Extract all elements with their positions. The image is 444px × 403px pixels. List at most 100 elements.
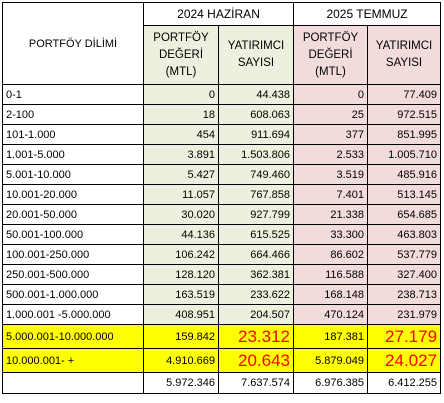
cell: 25	[293, 104, 369, 125]
table-row: 250.001-500.000 128.120 362.381 116.588 327.…	[2, 264, 442, 285]
sub-header: PORTFÖY DEĞERİ (MTL)	[293, 25, 369, 85]
cell: 116.588	[293, 264, 369, 285]
row-label: 250.001-500.000	[2, 264, 144, 285]
row-label: 101-1.000	[2, 124, 144, 145]
cell: 1.005.710	[367, 144, 442, 165]
table-row: 0-1 0 44.438 0 77.409	[2, 84, 442, 105]
cell: 1.503.806	[217, 144, 295, 165]
cell: 0	[293, 84, 369, 105]
table-row: 20.001-50.000 30.020 927.799 21.338 654.685	[2, 204, 442, 225]
table-body: 0-1 0 44.438 0 77.409 2-100 18 608.063 25 972.515…	[2, 84, 442, 394]
cell: 911.694	[217, 124, 295, 145]
sub-header: YATIRIMCI SAYISI	[367, 25, 442, 85]
group-header: 2025 TEMMUZ	[293, 2, 442, 26]
cell: 4.910.669	[143, 348, 219, 373]
cell: 972.515	[367, 104, 442, 125]
table-row: 5.000.001-10.000.000 159.842 23.312 187.381…	[2, 324, 442, 349]
cell: 21.338	[293, 204, 369, 225]
cell: 44.136	[143, 224, 219, 245]
group-header: 2024 HAZİRAN	[142, 2, 295, 26]
cell: 927.799	[217, 204, 295, 225]
sub-header: YATIRIMCI SAYISI	[217, 25, 295, 85]
cell: 238.713	[367, 284, 442, 305]
table-row: 1.001-5.000 3.891 1.503.806 2.533 1.005.710	[2, 144, 442, 165]
cell: 77.409	[367, 84, 442, 105]
cell: 664.466	[217, 244, 295, 265]
row-label: 5.000.001-10.000.000	[2, 324, 144, 349]
cell: 7.401	[293, 184, 369, 205]
portfolio-table: PORTFÖY DİLİMİ 2024 HAZİRAN 2025 TEMMUZ …	[2, 2, 442, 394]
cell: 408.951	[143, 304, 219, 325]
table-row: 2-100 18 608.063 25 972.515	[2, 104, 442, 125]
row-label: 500.001-1.000.000	[2, 284, 144, 305]
total-cell: 6.412.255	[367, 372, 442, 394]
row-label: 1.000.001 -5.000.000	[2, 304, 144, 325]
cell: 33.300	[293, 224, 369, 245]
cell: 233.622	[217, 284, 295, 305]
cell: 163.519	[143, 284, 219, 305]
table-row: 500.001-1.000.000 163.519 233.622 168.148 23…	[2, 284, 442, 305]
cell: 2.533	[293, 144, 369, 165]
cell: 615.525	[217, 224, 295, 245]
cell: 513.145	[367, 184, 442, 205]
header-label: PORTFÖY DİLİMİ	[2, 2, 144, 85]
cell: 30.020	[143, 204, 219, 225]
total-cell: 5.972.346	[143, 372, 219, 394]
empty-cell	[2, 372, 144, 394]
cell: 327.400	[367, 264, 442, 285]
cell: 20.643	[217, 348, 295, 373]
row-label: 50.001-100.000	[2, 224, 144, 245]
cell: 106.242	[143, 244, 219, 265]
cell: 11.057	[143, 184, 219, 205]
cell: 44.438	[217, 84, 295, 105]
table-row: 5.001-10.000 5.427 749.460 3.519 485.916	[2, 164, 442, 185]
sub-header: PORTFÖY DEĞERİ (MTL)	[143, 25, 219, 85]
cell: 3.891	[143, 144, 219, 165]
cell: 749.460	[217, 164, 295, 185]
cell: 204.507	[217, 304, 295, 325]
row-label: 10.000.001- +	[2, 348, 144, 373]
table-row: 101-1.000 454 911.694 377 851.995	[2, 124, 442, 145]
row-label: 2-100	[2, 104, 144, 125]
cell: 86.602	[293, 244, 369, 265]
row-label: 1.001-5.000	[2, 144, 144, 165]
cell: 231.979	[367, 304, 442, 325]
cell: 470.124	[293, 304, 369, 325]
row-label: 0-1	[2, 84, 144, 105]
cell: 608.063	[217, 104, 295, 125]
row-label: 5.001-10.000	[2, 164, 144, 185]
cell: 24.027	[367, 348, 442, 373]
table-row: 1.000.001 -5.000.000 408.951 204.507 470.12…	[2, 304, 442, 325]
cell: 187.381	[293, 324, 369, 349]
cell: 27.179	[367, 324, 442, 349]
table-row: 10.000.001- +4.910.669 20.643 5.879.049 24.…	[2, 348, 442, 373]
totals-row: 5.972.346 7.637.574 6.976.385 6.412.255	[2, 372, 442, 394]
cell: 767.858	[217, 184, 295, 205]
cell: 0	[143, 84, 219, 105]
cell: 23.312	[217, 324, 295, 349]
cell: 159.842	[143, 324, 219, 349]
cell: 168.148	[293, 284, 369, 305]
cell: 654.685	[367, 204, 442, 225]
total-cell: 7.637.574	[217, 372, 295, 394]
cell: 454	[143, 124, 219, 145]
cell: 851.995	[367, 124, 442, 145]
cell: 5.427	[143, 164, 219, 185]
table-row: 100.001-250.000 106.242 664.466 86.602 537.7…	[2, 244, 442, 265]
cell: 5.879.049	[293, 348, 369, 373]
cell: 463.803	[367, 224, 442, 245]
cell: 537.779	[367, 244, 442, 265]
cell: 485.916	[367, 164, 442, 185]
table-row: 10.001-20.000 11.057 767.858 7.401 513.145	[2, 184, 442, 205]
total-cell: 6.976.385	[293, 372, 369, 394]
cell: 3.519	[293, 164, 369, 185]
row-label: 20.001-50.000	[2, 204, 144, 225]
cell: 128.120	[143, 264, 219, 285]
cell: 377	[293, 124, 369, 145]
table-row: 50.001-100.000 44.136 615.525 33.300 463.803	[2, 224, 442, 245]
cell: 362.381	[217, 264, 295, 285]
row-label: 10.001-20.000	[2, 184, 144, 205]
row-label: 100.001-250.000	[2, 244, 144, 265]
cell: 18	[143, 104, 219, 125]
